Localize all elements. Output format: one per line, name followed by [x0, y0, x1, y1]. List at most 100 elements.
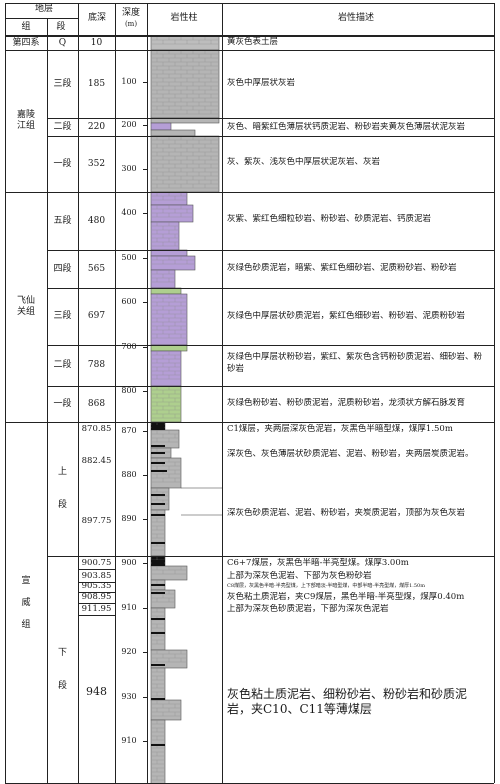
coal-seam [151, 584, 165, 586]
lithology-description: C1煤层，夹两层深灰色泥岩，灰黑色半暗型煤，煤厚1.50m [227, 424, 453, 434]
coal-seam [151, 560, 165, 562]
lithology-layer [150, 204, 194, 223]
depth-tick-mark [143, 391, 147, 392]
section-name: 四段 [53, 263, 72, 274]
section-divider [47, 556, 494, 557]
section-name: 上 段 [57, 467, 68, 510]
depth-tick-mark [143, 125, 147, 126]
column-border [47, 18, 48, 783]
lithology-description: 上部为深灰色砂质泥岩，下部为深灰色泥岩 [227, 604, 389, 614]
lower-depth-label: 900.75 [81, 558, 112, 568]
lithology-layer [150, 221, 180, 251]
coal-seam [151, 425, 165, 427]
section-divider [47, 136, 494, 137]
lithology-description: 灰紫、紫红色细粒砂岩、粉砂岩、砂质泥岩、钙质泥岩 [227, 214, 432, 224]
lithology-description: 深灰色砂质泥岩、泥岩、粉砂岩，夹炭质泥岩，顶部为灰色灰岩 [227, 508, 466, 518]
lower-depth-label: 948 [86, 685, 107, 698]
section-divider [47, 288, 494, 289]
section-name: Q [58, 37, 67, 48]
depth-tick-label: 700 [121, 342, 137, 351]
lower-depth-label: 905.35 [81, 581, 112, 591]
depth-tick-mark [143, 347, 147, 348]
lower-depth-divider [78, 592, 115, 593]
header-stratum: 地层 [34, 4, 54, 14]
lithology-description: 黄灰色表土层 [227, 37, 279, 47]
group-divider [5, 50, 78, 51]
lithology-layer [150, 255, 196, 271]
section-bottom-depth: 352 [87, 158, 106, 169]
depth-tick-label: 100 [121, 77, 137, 86]
depth-tick-label: 200 [121, 120, 137, 129]
section-bottom-depth: 697 [87, 311, 106, 321]
coal-seam [151, 428, 165, 430]
upper-depth-label: 897.75 [81, 516, 112, 526]
coal-seam [151, 664, 165, 666]
depth-tick-mark [143, 82, 147, 83]
section-divider [47, 345, 494, 346]
column-border [115, 3, 116, 783]
depth-tick-label: 890 [121, 514, 137, 523]
section-divider [47, 250, 494, 251]
depth-tick-label: 400 [121, 208, 137, 217]
depth-tick-mark [143, 697, 147, 698]
coal-seam [151, 445, 165, 447]
section-divider [47, 36, 494, 37]
section-bottom-depth: 868 [87, 398, 106, 409]
depth-tick-label: 910 [121, 736, 137, 745]
upper-depth-label: 882.45 [81, 456, 112, 466]
header-section: 段 [56, 22, 66, 32]
depth-tick-mark [143, 741, 147, 742]
header-depth-unit: (m) [124, 20, 138, 28]
lithology-description: 灰绿色中厚层状砂质泥岩，紫红色细砂岩、粉砂岩、泥质粉砂岩 [227, 311, 466, 321]
depth-tick-label: 910 [121, 603, 137, 612]
depth-tick-mark [143, 431, 147, 432]
depth-tick-mark [143, 563, 147, 564]
coal-seam [151, 494, 165, 496]
depth-tick-label: 930 [121, 692, 137, 701]
depth-tick-mark [143, 258, 147, 259]
column-border [494, 3, 495, 783]
group-divider [5, 36, 78, 37]
lithology-description: 灰色粘土质泥岩、细粉砂岩、粉砂岩和砂质泥岩，夹C10、C11等薄煤层 [227, 687, 468, 716]
depth-tick-label: 800 [121, 386, 137, 395]
coal-seam [151, 698, 165, 700]
lithology-description: 灰绿色粉砂岩、粉砂质泥岩，泥质粉砂岩，龙须状方解石脉发育 [227, 398, 466, 408]
lithology-layer [150, 122, 172, 131]
section-bottom-depth: 10 [90, 37, 103, 48]
column-border [78, 3, 79, 783]
section-name: 一段 [53, 158, 72, 169]
depth-tick-mark [143, 652, 147, 653]
lower-depth-divider [78, 603, 115, 604]
depth-tick-mark [143, 608, 147, 609]
lithology-layer [150, 385, 182, 423]
table-top-border [5, 3, 494, 4]
section-name: 一段 [53, 398, 72, 409]
depth-tick-label: 920 [121, 647, 137, 656]
header-bottom-border [5, 35, 494, 36]
header-bottom-depth: 底深 [87, 13, 107, 23]
formation-boundary [5, 422, 494, 423]
depth-tick-mark [143, 475, 147, 476]
section-name: 下 段 [57, 648, 68, 691]
lithology-layer [150, 35, 220, 51]
coal-seam [151, 744, 165, 746]
depth-tick-label: 600 [121, 297, 137, 306]
section-divider [47, 386, 494, 387]
coal-seam [151, 470, 167, 472]
depth-tick-label: 880 [121, 470, 137, 479]
lithology-description: 灰、紫灰、浅灰色中厚层状泥灰岩、灰岩 [227, 157, 381, 167]
lower-depth-divider [78, 569, 115, 570]
section-bottom-depth: 185 [87, 78, 106, 89]
group-name: 飞仙 关组 [16, 296, 36, 317]
group-name: 嘉陵 江组 [16, 110, 36, 131]
coal-seam [151, 542, 165, 544]
lithology-description: 灰色、暗紫红色薄层状钙质泥岩、粉砂岩夹黄灰色薄层状泥灰岩 [227, 122, 466, 132]
coal-seam [151, 592, 165, 594]
depth-tick-mark [143, 213, 147, 214]
depth-tick-mark [143, 169, 147, 170]
section-name: 二段 [53, 360, 72, 370]
depth-tick-label: 500 [121, 253, 137, 262]
coal-seam [151, 503, 165, 505]
section-divider [47, 192, 494, 193]
section-bottom-depth: 220 [87, 121, 106, 132]
